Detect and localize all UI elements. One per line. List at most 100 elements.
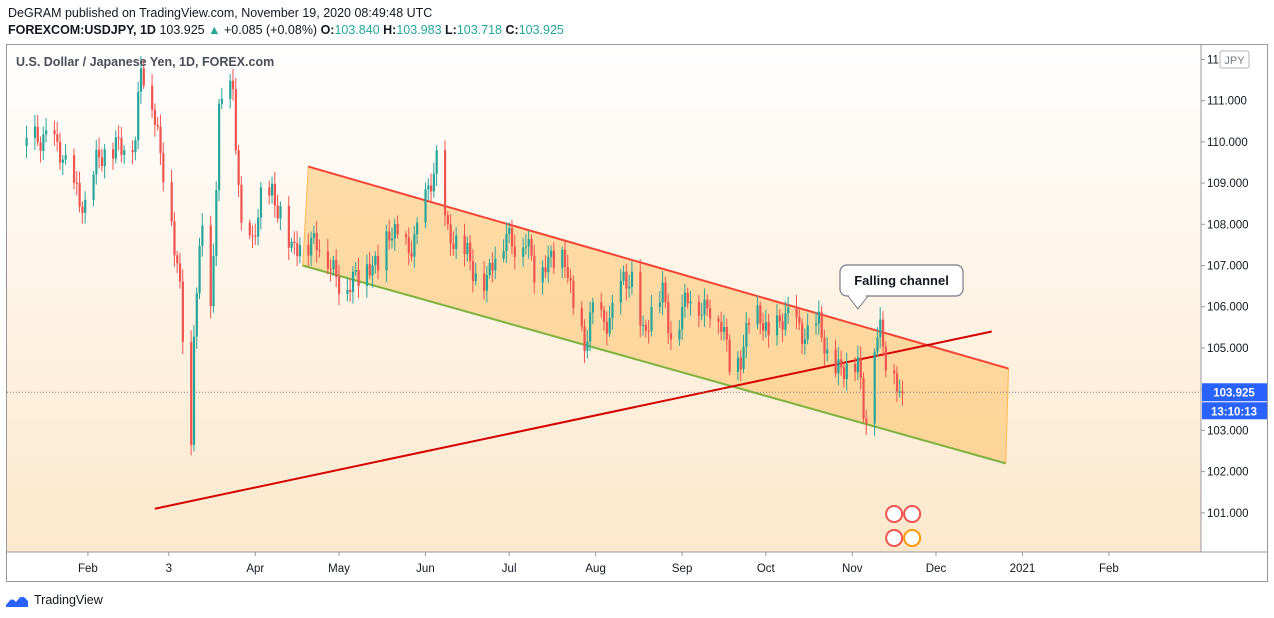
candle-body[interactable] <box>162 153 165 183</box>
candle-body[interactable] <box>709 308 712 319</box>
candle-body[interactable] <box>78 182 81 207</box>
candle-body[interactable] <box>823 337 826 354</box>
candle-body[interactable] <box>762 323 765 331</box>
candle-body[interactable] <box>215 190 218 256</box>
candle-body[interactable] <box>530 239 533 256</box>
candle-body[interactable] <box>881 319 885 347</box>
candle-body[interactable] <box>293 241 296 244</box>
candle-body[interactable] <box>181 281 184 342</box>
candle-body[interactable] <box>396 224 399 235</box>
candle-body[interactable] <box>706 299 709 309</box>
candle-body[interactable] <box>820 311 823 338</box>
candle-body[interactable] <box>722 327 726 332</box>
candle-body[interactable] <box>683 292 687 307</box>
candle-body[interactable] <box>240 184 243 223</box>
candle-body[interactable] <box>625 271 628 289</box>
chart-svg[interactable]: Falling channel 101.000102.000103.000104… <box>7 45 1268 582</box>
candle-body[interactable] <box>357 269 360 287</box>
candle-body[interactable] <box>608 317 611 334</box>
candle-body[interactable] <box>686 292 689 304</box>
candle-body[interactable] <box>59 141 62 163</box>
candle-body[interactable] <box>332 260 335 270</box>
candle-body[interactable] <box>190 341 193 445</box>
candle-body[interactable] <box>335 260 338 278</box>
candle-body[interactable] <box>745 322 748 347</box>
chart-frame[interactable]: Falling channel 101.000102.000103.000104… <box>6 44 1268 582</box>
candle-body[interactable] <box>329 268 332 270</box>
candle-body[interactable] <box>664 282 667 302</box>
candle-body[interactable] <box>725 327 728 340</box>
event-marker-icon[interactable] <box>903 529 922 547</box>
candle-body[interactable] <box>552 250 555 268</box>
candle-body[interactable] <box>803 339 807 344</box>
candle-body[interactable] <box>404 234 408 238</box>
candle-body[interactable] <box>767 322 770 336</box>
candle-body[interactable] <box>346 289 349 294</box>
candle-body[interactable] <box>53 130 56 135</box>
candle-body[interactable] <box>742 346 745 370</box>
candle-body[interactable] <box>229 80 232 99</box>
candle-body[interactable] <box>736 357 740 372</box>
candle-body[interactable] <box>787 307 790 314</box>
candle-body[interactable] <box>368 264 371 276</box>
candle-body[interactable] <box>901 391 904 394</box>
candle-body[interactable] <box>611 302 614 318</box>
candle-body[interactable] <box>98 149 101 158</box>
candle-body[interactable] <box>642 324 645 326</box>
candle-body[interactable] <box>893 370 896 374</box>
candle-body[interactable] <box>393 224 396 239</box>
candle-body[interactable] <box>131 150 134 153</box>
rising-trendline[interactable] <box>154 330 992 510</box>
candle-body[interactable] <box>837 359 840 374</box>
candle-body[interactable] <box>605 321 608 334</box>
candle-body[interactable] <box>170 182 173 222</box>
candle-body[interactable] <box>474 273 477 282</box>
candle-body[interactable] <box>153 109 157 125</box>
candle-body[interactable] <box>483 273 486 291</box>
candle-body[interactable] <box>173 221 176 256</box>
candle-body[interactable] <box>854 363 857 373</box>
candle-body[interactable] <box>469 242 472 262</box>
candle-body[interactable] <box>681 306 684 330</box>
channel-bottom-line[interactable] <box>302 264 1006 465</box>
candle-body[interactable] <box>36 126 39 143</box>
candle-body[interactable] <box>549 250 553 257</box>
candle-body[interactable] <box>561 249 564 268</box>
candle-body[interactable] <box>279 206 282 219</box>
candle-body[interactable] <box>547 256 550 273</box>
candle-body[interactable] <box>349 289 352 293</box>
candle-body[interactable] <box>589 312 592 342</box>
candle-body[interactable] <box>720 321 723 332</box>
candle-body[interactable] <box>178 263 182 282</box>
candle-body[interactable] <box>432 173 436 192</box>
candle-body[interactable] <box>114 137 117 159</box>
candle-body[interactable] <box>898 391 901 393</box>
candle-body[interactable] <box>801 323 804 344</box>
candle-body[interactable] <box>544 267 547 273</box>
candle-body[interactable] <box>717 318 720 322</box>
candle-body[interactable] <box>658 302 661 307</box>
candle-body[interactable] <box>505 233 508 252</box>
candle-body[interactable] <box>234 89 237 151</box>
candle-body[interactable] <box>287 206 290 248</box>
candle-body[interactable] <box>310 237 313 256</box>
candle-body[interactable] <box>388 231 391 241</box>
candle-body[interactable] <box>647 330 650 332</box>
candle-body[interactable] <box>231 80 235 90</box>
candle-body[interactable] <box>220 98 224 104</box>
event-marker-icon[interactable] <box>885 529 904 547</box>
candle-body[interactable] <box>739 357 742 370</box>
candle-body[interactable] <box>449 224 452 244</box>
candle-body[interactable] <box>527 239 530 247</box>
candle-body[interactable] <box>430 185 433 192</box>
candle-body[interactable] <box>572 280 575 308</box>
candle-body[interactable] <box>39 142 42 151</box>
candle-body[interactable] <box>510 228 514 247</box>
candle-body[interactable] <box>513 246 516 258</box>
candle-body[interactable] <box>756 305 759 325</box>
candle-body[interactable] <box>42 134 45 151</box>
candle-body[interactable] <box>413 234 416 257</box>
candle-body[interactable] <box>865 418 868 424</box>
candle-body[interactable] <box>377 255 380 271</box>
candle-body[interactable] <box>212 255 215 307</box>
